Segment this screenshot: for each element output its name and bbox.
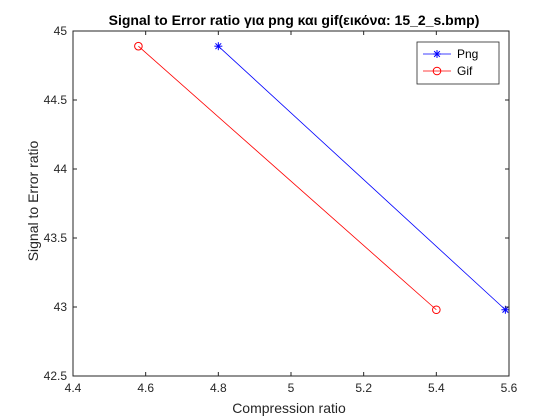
data-point-gif [432, 305, 441, 315]
marker-stroke [215, 42, 222, 50]
x-tick-label: 5 [288, 381, 295, 395]
x-tick-label: 5.6 [501, 381, 518, 395]
y-tick-label: 43 [54, 300, 68, 314]
legend-marker-gif [432, 66, 442, 76]
y-tick-label: 43.5 [44, 231, 68, 245]
x-tick-label: 4.4 [65, 381, 82, 395]
plot-area [73, 31, 509, 376]
y-tick-label: 42.5 [44, 369, 68, 383]
marker-stroke [502, 306, 509, 313]
data-point-png [501, 305, 510, 314]
marker-stroke [433, 50, 441, 58]
chart-title: Signal to Error ratio για png και gif(ει… [109, 12, 480, 28]
legend-label-png: Png [457, 47, 478, 61]
x-tick-label: 4.8 [210, 381, 227, 395]
axes-layer: 4.4 4.6 4.8 5 5.2 5.4 5.6 42.5 43 43.5 44 44.5 45 [44, 24, 518, 395]
legend-box [416, 41, 500, 85]
y-tick-label: 44.5 [44, 93, 68, 107]
y-axis-label: Signal to Error ratio [25, 140, 41, 261]
y-tick-label: 45 [54, 24, 68, 38]
x-tick-label: 5.4 [428, 381, 445, 395]
series-line-gif [138, 45, 437, 311]
x-axis-label: Compression ratio [232, 400, 346, 416]
legend: Png Gif [416, 41, 500, 85]
x-tick-label: 5.2 [355, 381, 372, 395]
x-tick-label: 4.6 [137, 381, 154, 395]
series-line-png [218, 45, 506, 311]
legend-marker-png [433, 50, 441, 58]
series-layer [134, 41, 510, 315]
y-tick-label: 44 [54, 162, 68, 176]
data-point-png [214, 42, 223, 51]
data-point-gif [134, 41, 143, 51]
legend-label-gif: Gif [457, 64, 473, 78]
